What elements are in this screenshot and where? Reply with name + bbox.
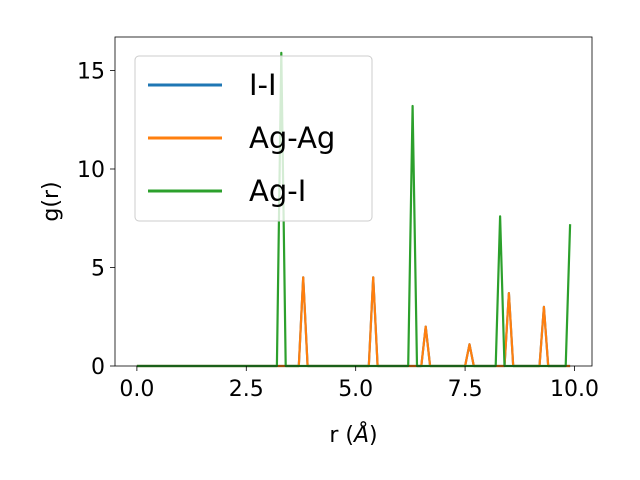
y-tick-label: 5 <box>91 256 105 281</box>
y-tick-label: 10 <box>77 158 105 183</box>
legend-label: Ag-Ag <box>249 121 335 155</box>
x-tick-label: 0.0 <box>119 377 154 402</box>
y-tick-label: 15 <box>77 59 105 84</box>
y-axis-label: g(r) <box>39 181 64 221</box>
legend: I-I Ag-Ag Ag-I <box>134 55 373 222</box>
x-tick-label: 2.5 <box>229 377 264 402</box>
plot-frame <box>114 36 593 367</box>
x-tick-label: 7.5 <box>448 377 483 402</box>
legend-box <box>134 55 373 222</box>
x-axis-label: r (Å) <box>329 421 377 448</box>
y-tick-label: 0 <box>91 355 105 380</box>
x-tick-label: 5.0 <box>338 377 373 402</box>
x-axis-ticks: 0.0 2.5 5.0 7.5 10.0 <box>119 366 599 402</box>
y-axis-ticks: 0 5 10 15 <box>77 59 115 380</box>
x-tick-label: 10.0 <box>550 377 599 402</box>
legend-label: I-I <box>249 68 277 102</box>
legend-label: Ag-I <box>249 174 306 208</box>
